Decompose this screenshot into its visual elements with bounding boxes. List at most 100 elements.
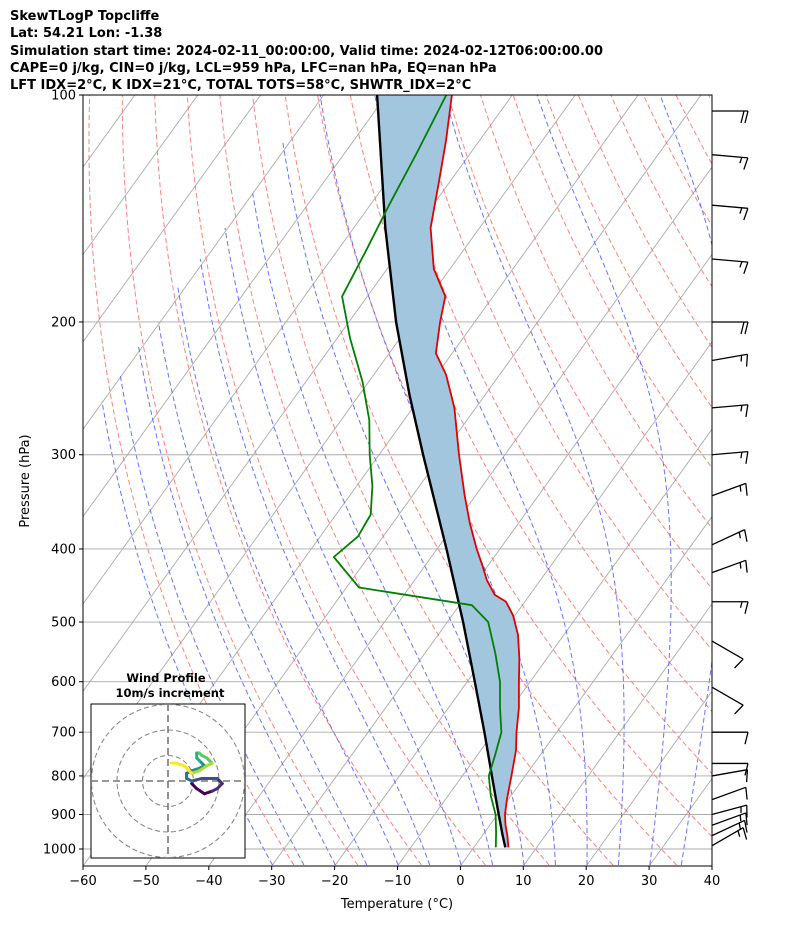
chart-title: SkewTLogP Topcliffe xyxy=(10,9,160,24)
y-tick-label: 1000 xyxy=(43,843,76,858)
dry-adiabat xyxy=(512,95,712,469)
wind-barb xyxy=(711,686,744,715)
x-tick-label: 20 xyxy=(578,874,595,889)
isotherm-line xyxy=(83,95,324,430)
stability-indices: LFT IDX=2°C, K IDX=21°C, TOTAL TOTS=58°C… xyxy=(10,78,472,94)
dry-adiabat xyxy=(154,95,422,866)
y-tick-label: 300 xyxy=(51,448,76,463)
wind-barb xyxy=(711,769,749,783)
hodograph-inset: Wind Profile 10m/s increment xyxy=(90,671,246,859)
inset-subtitle: 10m/s increment xyxy=(116,686,225,700)
x-axis-label: Temperature (°C) xyxy=(340,897,453,912)
dry-adiabat xyxy=(317,95,712,838)
moist-adiabat xyxy=(536,95,672,866)
inset-title: Wind Profile xyxy=(126,671,206,685)
wind-barb xyxy=(711,204,749,221)
cape-cin-shading xyxy=(377,95,520,848)
moist-adiabat xyxy=(713,95,794,865)
moist-adiabat xyxy=(177,287,399,866)
wind-barb xyxy=(712,762,749,776)
x-tick-label: −20 xyxy=(321,874,348,889)
dry-adiabat xyxy=(480,95,712,529)
moist-adiabat xyxy=(319,95,556,866)
y-tick-label: 100 xyxy=(51,89,76,104)
dry-adiabat xyxy=(88,95,295,866)
isotherm-line xyxy=(209,166,712,866)
isotherm-line xyxy=(0,95,72,865)
wind-barb xyxy=(711,812,748,826)
wind-barb xyxy=(711,482,748,497)
isotherm-line xyxy=(83,95,199,256)
hodograph-content xyxy=(91,704,245,858)
dry-adiabat xyxy=(708,95,712,103)
axes: −60 −50 −40 −30 −20 −10 0 10 20 30 40 1000 900 800 700… xyxy=(43,89,720,890)
wind-barb xyxy=(711,640,744,669)
x-tick-label: −40 xyxy=(195,874,222,889)
y-tick-label: 900 xyxy=(51,808,76,823)
isotherm-line xyxy=(83,95,262,343)
y-tick-label: 500 xyxy=(51,616,76,631)
dry-adiabat xyxy=(121,95,359,866)
wind-barb xyxy=(711,404,749,418)
wind-barb xyxy=(711,819,748,837)
moist-adiabat xyxy=(199,258,431,866)
wind-barb xyxy=(711,258,749,275)
moist-adiabat xyxy=(101,401,273,866)
dry-adiabat xyxy=(741,95,794,865)
x-tick-label: 0 xyxy=(456,874,464,889)
y-axis-label: Pressure (hPa) xyxy=(18,434,33,527)
isotherm-line xyxy=(334,341,712,866)
isotherm-line xyxy=(776,95,794,865)
wind-barb xyxy=(712,731,749,745)
moist-adiabat xyxy=(659,95,712,866)
x-tick-label: −30 xyxy=(258,874,285,889)
convective-parameters: CAPE=0 j/kg, CIN=0 j/kg, LCL=959 hPa, LF… xyxy=(10,60,497,76)
dry-adiabat xyxy=(774,95,794,865)
wind-barb xyxy=(711,450,749,464)
dry-adiabat xyxy=(447,95,712,590)
dry-adiabat xyxy=(577,95,712,349)
moist-adiabat xyxy=(252,193,494,866)
chart-header: SkewTLogP Topcliffe Lat: 54.21 Lon: -1.3… xyxy=(10,8,603,94)
y-tick-label: 200 xyxy=(51,315,76,330)
wind-barb xyxy=(711,827,748,847)
moist-adiabat xyxy=(157,321,368,866)
hodograph-segment xyxy=(195,787,206,796)
station-coordinates: Lat: 54.21 Lon: -1.38 xyxy=(10,26,163,42)
y-tick-label: 600 xyxy=(51,675,76,690)
dry-adiabat xyxy=(219,95,550,866)
dry-adiabat xyxy=(414,95,712,651)
isotherm-line xyxy=(649,777,712,866)
dry-adiabat xyxy=(675,95,712,165)
isotherm-line xyxy=(713,95,794,865)
wind-barb xyxy=(711,353,749,367)
wind-barb xyxy=(711,804,748,818)
moist-adiabat xyxy=(137,345,336,866)
isotherm-line xyxy=(83,95,450,605)
x-tick-label: 40 xyxy=(704,874,721,889)
hodograph-segment xyxy=(197,764,209,773)
parcel-line xyxy=(375,95,507,848)
temperature-line xyxy=(429,95,521,848)
dry-adiabat xyxy=(545,95,712,409)
hodograph-ring xyxy=(91,704,245,858)
wind-barb xyxy=(712,321,749,335)
isotherm-line xyxy=(272,253,712,866)
isotherm-line xyxy=(460,515,712,866)
dewpoint-line xyxy=(332,95,503,848)
y-tick-label: 700 xyxy=(51,726,76,741)
isotherm-line xyxy=(0,95,9,865)
x-tick-label: 10 xyxy=(515,874,532,889)
wind-barb xyxy=(711,786,748,801)
x-tick-label: −10 xyxy=(384,874,411,889)
wind-barb xyxy=(711,559,748,574)
x-tick-label: 30 xyxy=(641,874,658,889)
x-tick-label: −60 xyxy=(69,874,96,889)
wind-barb xyxy=(712,110,749,124)
isotherm-line xyxy=(83,95,387,518)
y-tick-label: 400 xyxy=(51,542,76,557)
moist-adiabat xyxy=(444,95,625,866)
wind-barbs xyxy=(711,110,749,847)
y-tick-label: 800 xyxy=(51,769,76,784)
